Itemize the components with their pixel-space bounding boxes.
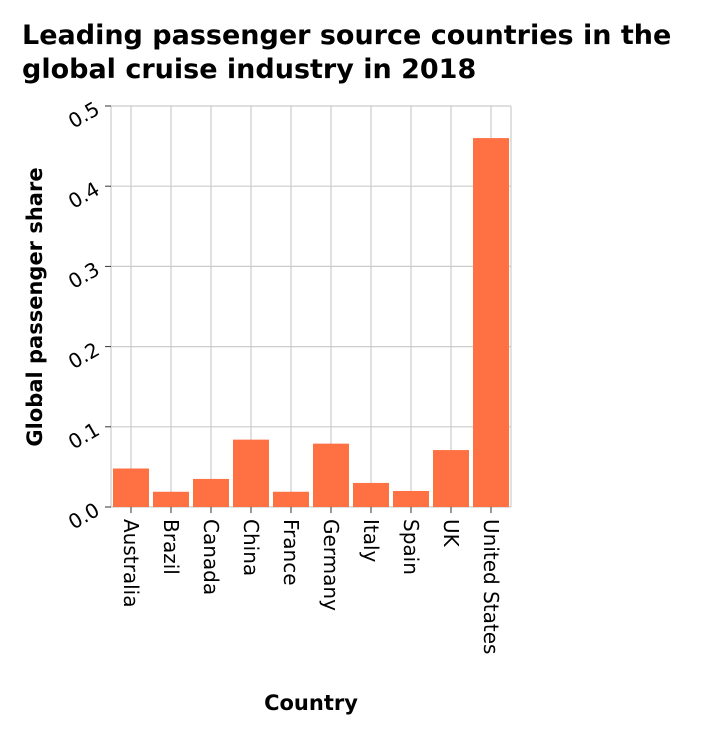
grid xyxy=(110,105,512,508)
y-tick-label: 0.1 xyxy=(64,417,104,454)
x-tick-label: Germany xyxy=(319,519,343,611)
y-tick-label: 0.3 xyxy=(64,257,104,294)
bars xyxy=(113,138,509,507)
x-tick-label: China xyxy=(239,519,263,576)
y-axis-ticks: 0.0 0.1 0.2 0.3 0.4 0.5 xyxy=(64,97,111,535)
x-tick-label: United States xyxy=(479,519,503,654)
bar xyxy=(473,138,509,507)
x-tick-label: Spain xyxy=(399,519,423,575)
y-axis-title: Global passenger share xyxy=(23,167,47,446)
y-tick-label: 0.4 xyxy=(64,177,104,214)
bar xyxy=(313,443,349,507)
bar xyxy=(153,491,189,507)
y-tick-label: 0.0 xyxy=(64,498,104,535)
bar xyxy=(193,478,229,507)
x-tick-label: Italy xyxy=(359,519,383,563)
y-tick-label: 0.5 xyxy=(64,97,104,134)
bar xyxy=(233,439,269,507)
x-tick-label: Australia xyxy=(119,519,143,607)
bar xyxy=(353,482,389,507)
x-tick-label: Brazil xyxy=(159,519,183,575)
chart-title-line-1: Leading passenger source countries in th… xyxy=(22,20,671,51)
bar xyxy=(393,490,429,507)
bar xyxy=(433,450,469,507)
y-tick-label: 0.2 xyxy=(64,337,104,374)
x-tick-label: France xyxy=(279,519,303,586)
chart-title-line-2: global cruise industry in 2018 xyxy=(22,54,476,85)
x-tick-label: Canada xyxy=(199,519,223,595)
chart-title: Leading passenger source countries in th… xyxy=(22,20,671,85)
bar xyxy=(113,468,149,507)
x-axis-title: Country xyxy=(264,691,358,715)
x-tick-label: UK xyxy=(439,519,463,548)
x-axis-ticks: Australia Brazil Canada China France Germany I… xyxy=(119,507,503,654)
bar xyxy=(273,491,309,507)
